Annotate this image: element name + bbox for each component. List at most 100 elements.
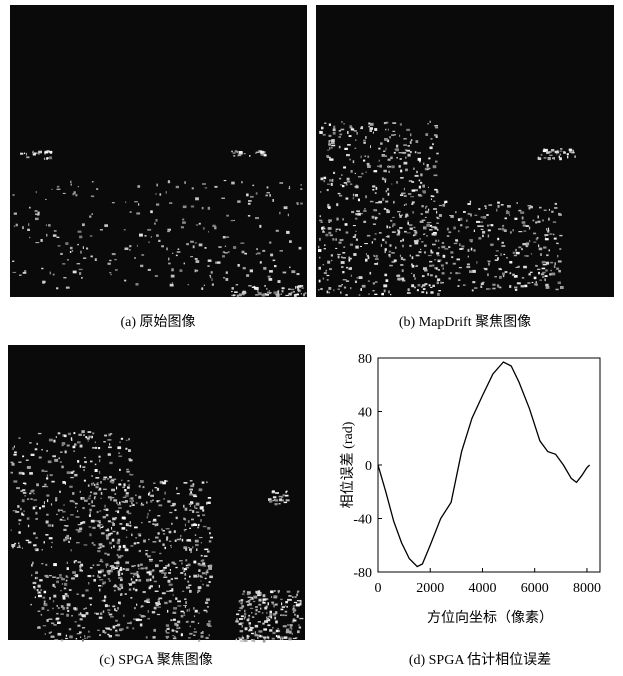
speckle — [68, 589, 72, 591]
speckle — [183, 605, 187, 606]
image-b — [316, 5, 614, 297]
speckle — [93, 496, 96, 500]
speckle — [35, 213, 38, 215]
speckle — [163, 576, 168, 578]
speckle — [383, 155, 387, 157]
speckle — [263, 151, 266, 154]
speckle — [118, 545, 122, 548]
speckle — [353, 130, 357, 132]
speckle — [129, 505, 132, 507]
speckle — [494, 259, 499, 261]
speckle — [150, 500, 153, 503]
speckle — [176, 487, 178, 490]
speckle — [67, 610, 70, 612]
speckle — [11, 461, 14, 464]
speckle — [158, 500, 161, 502]
speckle — [202, 565, 207, 567]
speckle — [206, 610, 208, 613]
speckle — [66, 537, 70, 540]
speckle — [277, 291, 280, 294]
speckle — [405, 156, 407, 159]
speckle — [239, 618, 243, 620]
speckle — [245, 601, 249, 603]
speckle — [179, 537, 181, 540]
speckle — [208, 567, 212, 570]
speckle — [55, 436, 57, 438]
speckle — [72, 470, 75, 473]
speckle — [442, 267, 444, 270]
speckle — [265, 294, 269, 296]
speckle — [390, 293, 392, 296]
speckle — [108, 533, 111, 536]
speckle — [117, 587, 121, 591]
speckle — [554, 150, 559, 154]
speckle — [72, 501, 75, 503]
speckle — [18, 523, 21, 525]
speckle — [200, 519, 202, 522]
speckle — [393, 259, 397, 262]
speckle — [340, 261, 345, 264]
speckle — [185, 559, 188, 562]
speckle — [243, 612, 247, 615]
speckle — [64, 434, 67, 438]
speckle — [102, 516, 106, 519]
speckle — [458, 267, 462, 269]
speckle — [77, 230, 82, 233]
speckle — [539, 279, 542, 281]
speckle — [470, 213, 472, 217]
speckle — [91, 475, 93, 477]
speckle — [294, 613, 296, 616]
speckle — [134, 526, 138, 529]
speckle — [110, 616, 114, 618]
speckle — [164, 480, 169, 482]
speckle — [492, 287, 496, 290]
speckle — [440, 281, 443, 284]
speckle — [207, 501, 211, 504]
speckle — [82, 627, 86, 629]
speckle — [70, 437, 73, 440]
speckle — [497, 204, 500, 208]
speckle — [548, 208, 550, 211]
speckle — [552, 157, 554, 160]
speckle — [237, 200, 241, 203]
speckle — [97, 550, 101, 553]
speckle — [550, 261, 554, 264]
speckle — [470, 247, 473, 251]
speckle — [410, 151, 412, 154]
speckle — [518, 209, 522, 212]
speckle — [405, 203, 407, 206]
speckle — [154, 487, 158, 489]
speckle — [459, 248, 463, 250]
speckle — [296, 614, 299, 618]
speckle — [126, 626, 129, 629]
speckle — [349, 125, 353, 128]
speckle — [384, 273, 388, 277]
speckle — [102, 610, 105, 613]
speckle — [459, 217, 463, 221]
speckle — [270, 616, 273, 619]
speckle — [109, 541, 112, 545]
speckle — [285, 294, 289, 296]
speckle — [442, 282, 444, 284]
speckle — [56, 188, 61, 190]
speckle — [101, 600, 104, 602]
speckle — [244, 252, 247, 255]
speckle — [258, 630, 263, 633]
speckle — [153, 580, 157, 583]
speckle — [254, 624, 259, 628]
speckle — [156, 203, 160, 206]
speckle — [183, 570, 186, 572]
speckle — [286, 499, 290, 502]
speckle — [98, 570, 102, 574]
speckle — [428, 208, 430, 211]
speckle — [407, 220, 409, 222]
speckle — [352, 197, 355, 200]
speckle — [123, 229, 126, 231]
speckle — [450, 251, 454, 254]
y-tick-label: 80 — [358, 352, 372, 367]
speckle — [258, 150, 262, 152]
speckle — [21, 547, 23, 549]
speckle — [91, 500, 93, 504]
speckle — [434, 125, 438, 127]
speckle — [407, 222, 409, 225]
